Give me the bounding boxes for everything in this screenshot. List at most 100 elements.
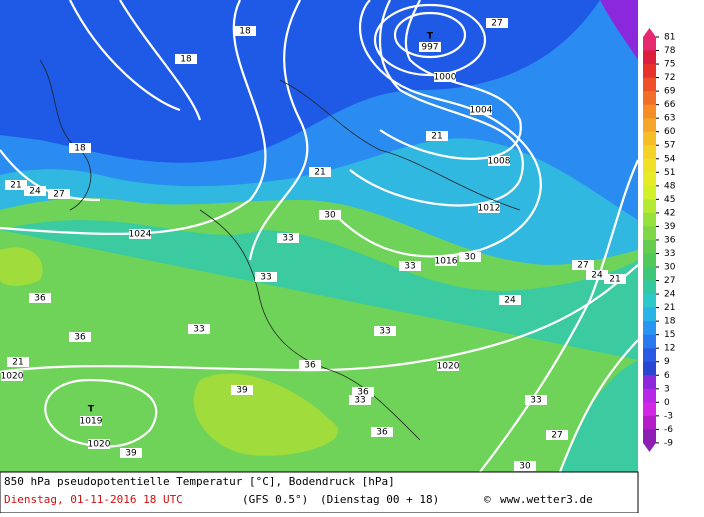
label-box xyxy=(69,332,91,342)
contour-label: 27 xyxy=(577,261,588,271)
label-box xyxy=(48,189,70,199)
contour-label: 24 xyxy=(591,271,603,281)
contour-label: 36 xyxy=(376,428,388,438)
label-box xyxy=(435,256,457,266)
colorbar-segment xyxy=(643,77,656,92)
contour-label: 18 xyxy=(74,144,86,154)
colorbar-segment xyxy=(643,267,656,282)
colorbar-segment xyxy=(643,104,656,119)
colorbar-segment xyxy=(643,321,656,336)
label-box xyxy=(434,72,456,82)
label-box xyxy=(80,416,102,426)
label-box xyxy=(546,430,568,440)
colorbar-label: 27 xyxy=(664,276,675,286)
contour-label: 36 xyxy=(304,361,316,371)
contour-label: 33 xyxy=(379,327,390,337)
colorbar-label: 69 xyxy=(664,87,676,97)
colorbar-label: 33 xyxy=(664,249,675,259)
colorbar-segment xyxy=(643,158,656,173)
contour-label: 1000 xyxy=(434,73,457,83)
contour-label: 24 xyxy=(29,187,41,197)
colorbar-cap xyxy=(643,28,656,37)
colorbar-label: 15 xyxy=(664,330,675,340)
label-box xyxy=(486,18,508,28)
contour-label: 1020 xyxy=(437,362,460,372)
colorbar-label: 66 xyxy=(664,100,676,110)
colorbar: 8178757269666360575451484542393633302724… xyxy=(643,28,676,452)
colorbar-segment xyxy=(643,172,656,187)
contour-label: 33 xyxy=(260,273,271,283)
label-box xyxy=(374,326,396,336)
label-box xyxy=(426,131,448,141)
label-box xyxy=(572,260,594,270)
contour-label: 36 xyxy=(357,388,369,398)
contour-label: 36 xyxy=(34,294,46,304)
colorbar-label: 39 xyxy=(664,222,676,232)
label-box xyxy=(5,180,27,190)
colorbar-segment xyxy=(643,375,656,390)
colorbar-segment xyxy=(643,212,656,227)
label-box xyxy=(459,252,481,262)
footer-copyright: © xyxy=(484,493,491,506)
colorbar-segment xyxy=(643,307,656,322)
label-box xyxy=(299,360,321,370)
contour-label: 36 xyxy=(74,333,86,343)
colorbar-label: 60 xyxy=(664,127,676,137)
label-box xyxy=(309,167,331,177)
contour-label: 21 xyxy=(609,275,620,285)
contour-label: 27 xyxy=(53,190,64,200)
pressure-center: T xyxy=(427,32,434,42)
label-box xyxy=(319,210,341,220)
colorbar-label: 48 xyxy=(664,181,676,191)
label-box xyxy=(88,439,110,449)
colorbar-segment xyxy=(643,388,656,403)
contour-label: 18 xyxy=(180,55,192,65)
colorbar-label: 18 xyxy=(664,317,676,327)
colorbar-label: 21 xyxy=(664,303,675,313)
colorbar-segment xyxy=(643,294,656,309)
colorbar-segment xyxy=(643,334,656,349)
colorbar-label: 51 xyxy=(664,168,675,178)
colorbar-segment xyxy=(643,415,656,430)
colorbar-segment xyxy=(643,37,656,52)
contour-label: 39 xyxy=(125,449,137,459)
footer-box xyxy=(0,471,639,514)
contour-label: 21 xyxy=(431,132,442,142)
label-box xyxy=(437,361,459,371)
label-box xyxy=(24,186,46,196)
contour-label: 24 xyxy=(504,296,516,306)
colorbar-label: 9 xyxy=(664,357,670,367)
colorbar-segment xyxy=(643,429,656,444)
label-box xyxy=(234,26,256,36)
label-box xyxy=(419,42,441,52)
colorbar-label: -6 xyxy=(664,425,673,435)
label-box xyxy=(129,229,151,239)
label-box xyxy=(586,270,608,280)
colorbar-segment xyxy=(643,118,656,133)
colorbar-label: 54 xyxy=(664,154,676,164)
contour-label: 21 xyxy=(314,168,325,178)
footer-title: 850 hPa pseudopotentielle Temperatur [°C… xyxy=(4,475,395,488)
label-box xyxy=(69,143,91,153)
isobars xyxy=(0,0,542,448)
colorbar-label: 57 xyxy=(664,141,675,151)
contour-label: 1004 xyxy=(470,106,493,116)
colorbar-segment xyxy=(643,131,656,146)
contour-label: 30 xyxy=(324,211,336,221)
label-box xyxy=(1,371,23,381)
label-box xyxy=(352,387,374,397)
colorbar-label: 63 xyxy=(664,114,675,124)
colorbar-label: 12 xyxy=(664,344,675,354)
label-box xyxy=(604,274,626,284)
colorbar-segment xyxy=(643,199,656,214)
label-box xyxy=(255,272,277,282)
colorbar-label: 42 xyxy=(664,208,675,218)
contour-label: 1012 xyxy=(478,204,501,214)
label-box xyxy=(514,461,536,471)
colorbar-label: 3 xyxy=(664,384,670,394)
label-box xyxy=(7,357,29,367)
colorbar-label: 6 xyxy=(664,371,670,381)
contour-label: 39 xyxy=(236,386,248,396)
contour-label: 27 xyxy=(551,431,562,441)
colorbar-segment xyxy=(643,91,656,106)
